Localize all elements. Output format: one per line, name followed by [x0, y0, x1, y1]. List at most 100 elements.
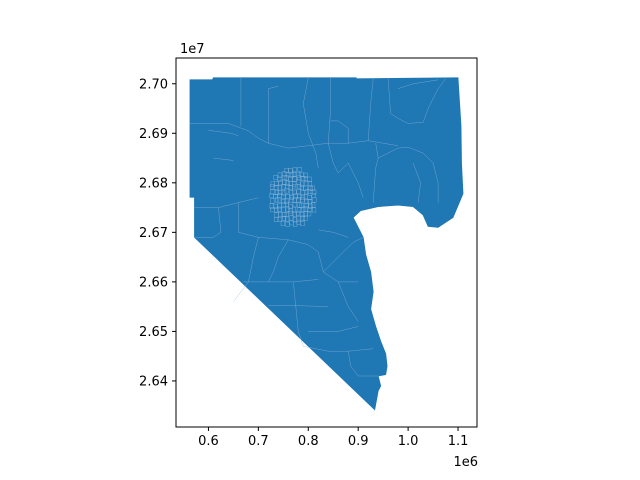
precinct-cell — [281, 202, 286, 208]
map-layer — [189, 77, 464, 411]
boundary-line-34 — [323, 237, 364, 273]
precinct-cell — [282, 171, 287, 177]
y-tick-label: 2.68 — [139, 176, 168, 191]
boundary-line-29 — [318, 252, 359, 283]
precinct-cell — [295, 210, 301, 216]
boundary-line-2 — [213, 157, 234, 161]
boundary-line-11 — [387, 78, 424, 124]
boundary-line-7 — [327, 77, 331, 144]
precinct-cell — [292, 184, 297, 190]
boundary-line-20 — [194, 197, 259, 208]
boundary-line-30 — [337, 281, 359, 322]
axes-frame — [175, 57, 478, 428]
precinct-cell — [281, 184, 286, 190]
precinct-cell — [285, 184, 290, 190]
x-offset-label: 1e6 — [453, 455, 478, 470]
boundary-line-17 — [412, 162, 421, 203]
urban-precinct-cluster — [269, 167, 317, 227]
precinct-cell — [281, 194, 286, 200]
precinct-cell — [281, 198, 286, 204]
precinct-cell — [299, 203, 304, 209]
y-tick-label: 2.64 — [139, 374, 168, 389]
precinct-cell — [274, 190, 280, 196]
region-outline — [189, 77, 464, 411]
precinct-cell — [282, 175, 287, 181]
precinct-cell — [270, 198, 275, 204]
precinct-cell — [270, 189, 275, 195]
precinct-cell — [310, 185, 315, 191]
boundary-line-10 — [367, 78, 374, 141]
boundary-line-18 — [347, 162, 364, 198]
precinct-cell — [312, 189, 317, 195]
precinct-cell — [288, 203, 293, 209]
precinct-cell — [311, 192, 316, 198]
precinct-cell — [278, 185, 283, 191]
boundary-line-6 — [328, 140, 399, 146]
boundary-line-22 — [238, 202, 259, 238]
precinct-cell — [289, 172, 294, 178]
boundary-line-26 — [243, 279, 319, 283]
y-tick-label: 2.67 — [139, 226, 168, 241]
precinct-cell — [282, 179, 287, 185]
boundary-line-3 — [268, 85, 279, 144]
y-tick-label: 2.66 — [139, 275, 168, 290]
precinct-cell — [300, 220, 305, 226]
precinct-cell — [288, 168, 293, 174]
precinct-cell — [273, 203, 278, 209]
precinct-cell — [296, 189, 301, 195]
precinct-cell — [307, 207, 312, 213]
precinct-cell — [307, 199, 312, 205]
precinct-cell — [293, 193, 298, 199]
precinct-cell — [307, 188, 312, 194]
precinct-cell — [296, 216, 301, 222]
precinct-cell — [277, 190, 282, 196]
precinct-cell — [292, 217, 297, 223]
boundary-line-12 — [398, 79, 439, 89]
boundary-line-1 — [208, 130, 239, 137]
y-tick-label: 2.69 — [139, 127, 168, 142]
precinct-cell — [285, 180, 290, 186]
precinct-cell — [297, 167, 302, 173]
precinct-cell — [292, 176, 297, 182]
boundary-line-15 — [375, 143, 379, 159]
precinct-cell — [289, 197, 294, 203]
precinct-cell — [291, 171, 297, 177]
precinct-cell — [285, 194, 290, 200]
precinct-cell — [280, 220, 285, 226]
boundary-line-25 — [233, 237, 259, 302]
precinct-cell — [292, 202, 297, 208]
y-offset-label: 1e7 — [180, 42, 205, 57]
precinct-cell — [296, 207, 302, 213]
x-tick-label: 0.8 — [298, 434, 319, 449]
precinct-cell — [289, 190, 294, 196]
precinct-cell — [299, 181, 305, 187]
precinct-cell — [307, 176, 312, 182]
precinct-cell — [269, 184, 275, 190]
precinct-cell — [292, 189, 297, 195]
precinct-cell — [277, 176, 282, 182]
precinct-cell — [296, 175, 302, 181]
precinct-cell — [292, 211, 297, 217]
precinct-cell — [288, 211, 293, 217]
boundary-line-0 — [190, 123, 269, 144]
y-tick-label: 2.70 — [139, 77, 168, 92]
boundary-line-24 — [268, 239, 289, 283]
precinct-cell — [300, 211, 305, 217]
x-tick-label: 1.0 — [398, 434, 419, 449]
precinct-cell — [288, 185, 293, 191]
boundary-line-35 — [318, 229, 349, 238]
precinct-cell — [281, 215, 287, 221]
precinct-cell — [282, 212, 287, 218]
precinct-cell — [297, 202, 302, 208]
precinct-cell — [277, 206, 282, 212]
precinct-cell — [277, 212, 283, 218]
boundary-line-19 — [327, 143, 349, 174]
axes-layer: 0.6 0.7 0.8 0.9 1.0 1.1 2.64 2.65 2.66 2.67 2.68 2.… — [139, 57, 478, 449]
precinct-cell — [292, 181, 297, 187]
precinct-cell — [303, 211, 308, 217]
x-tick-label: 0.7 — [248, 434, 269, 449]
precinct-cell — [300, 215, 305, 221]
precinct-cell — [282, 190, 287, 196]
boundary-line-16 — [408, 146, 439, 203]
